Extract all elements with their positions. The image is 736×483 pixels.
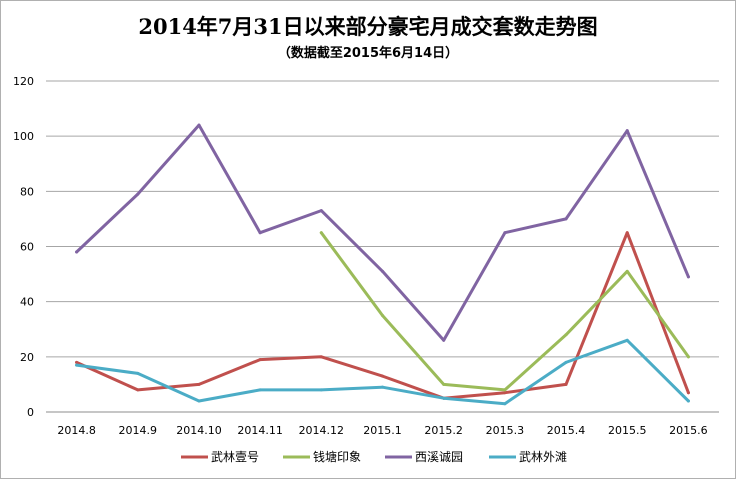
data-point [381, 385, 384, 389]
data-point [197, 399, 201, 403]
data-point [564, 333, 568, 337]
y-tick-label: 120 [13, 75, 34, 88]
data-point [442, 396, 446, 400]
data-point [625, 231, 629, 235]
x-tick-label: 2014.12 [299, 424, 345, 437]
legend-label: 钱塘印象 [313, 449, 361, 464]
data-point [381, 374, 384, 378]
data-point [686, 355, 690, 359]
data-point [75, 250, 79, 254]
x-tick-label: 2015.4 [547, 424, 586, 437]
data-point [258, 358, 262, 362]
series-lines [75, 123, 690, 406]
data-point [564, 382, 568, 386]
y-tick-label: 80 [20, 185, 34, 198]
gridlines [46, 80, 719, 413]
x-tick-label: 2015.5 [608, 424, 647, 437]
x-tick-label: 2014.11 [237, 424, 283, 437]
data-point [258, 231, 262, 235]
series-line-3 [75, 338, 690, 406]
chart-title: 2014年7月31日以来部分豪宅月成交套数走势图 [138, 14, 597, 39]
data-point [136, 192, 140, 196]
y-tick-label: 20 [20, 351, 34, 364]
data-point [564, 217, 568, 221]
data-point [319, 231, 323, 235]
data-point [319, 388, 323, 392]
data-point [75, 360, 79, 364]
chart-subtitle: （数据截至2015年6月14日） [278, 45, 458, 61]
x-tick-label: 2015.2 [424, 424, 463, 437]
y-axis-ticks: 0 20 40 60 80 100 120 [13, 75, 34, 419]
data-point [686, 275, 690, 279]
legend-label: 武林壹号 [211, 450, 259, 464]
data-point [503, 231, 507, 235]
x-axis-ticks: 2014.8 2014.9 2014.10 2014.11 2014.12 2015.1 2… [57, 424, 707, 437]
data-point [503, 388, 507, 392]
y-tick-label: 0 [27, 406, 34, 419]
data-point [136, 371, 140, 375]
data-point [686, 399, 690, 403]
x-tick-label: 2014.9 [119, 424, 158, 437]
x-tick-label: 2015.6 [669, 424, 708, 437]
data-point [442, 382, 446, 386]
x-tick-label: 2014.10 [176, 424, 222, 437]
data-point [442, 338, 446, 342]
data-point [381, 269, 384, 273]
data-point [136, 388, 140, 392]
data-point [503, 391, 507, 395]
data-point [564, 360, 568, 364]
data-point [197, 382, 201, 386]
data-point [197, 123, 201, 127]
data-point [625, 338, 629, 342]
x-tick-label: 2015.1 [363, 424, 402, 437]
x-tick-label: 2014.8 [57, 424, 96, 437]
data-point [381, 313, 384, 317]
data-point [503, 402, 507, 406]
legend-label: 西溪诚园 [415, 450, 463, 464]
data-point [625, 129, 629, 133]
data-point [319, 355, 323, 359]
y-tick-label: 100 [13, 130, 34, 143]
data-point [258, 388, 262, 392]
data-point [686, 391, 690, 395]
y-tick-label: 40 [20, 296, 34, 309]
x-tick-label: 2015.3 [486, 424, 525, 437]
legend: 武林壹号 钱塘印象 西溪诚园 武林外滩 [181, 449, 567, 464]
data-point [625, 269, 629, 273]
y-tick-label: 60 [20, 241, 34, 254]
legend-label: 武林外滩 [519, 450, 567, 464]
data-point [319, 209, 323, 213]
series-line-1 [319, 231, 690, 392]
data-point [75, 363, 79, 367]
